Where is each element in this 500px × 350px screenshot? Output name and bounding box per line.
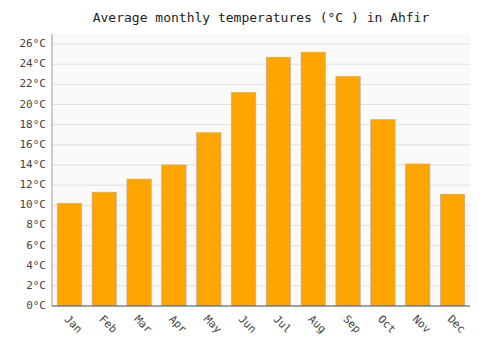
bar (162, 165, 186, 306)
x-tick-label: Oct (375, 313, 398, 336)
y-tick-label: 24°C (20, 57, 47, 70)
x-tick-label: Jun (236, 313, 259, 336)
bar (301, 52, 325, 306)
x-tick-label: Mar (131, 313, 155, 337)
grid (52, 44, 470, 306)
y-tick-label: 0°C (26, 299, 46, 312)
plot-area (52, 34, 470, 306)
grid-line (52, 306, 470, 307)
y-tick-label: 16°C (20, 138, 47, 151)
bar (231, 92, 255, 306)
x-axis-line (52, 306, 470, 307)
x-tick-label: Dec (445, 313, 468, 336)
bar (440, 194, 464, 306)
chart-svg: 0°C 2°C 4°C 6°C 8°C 10°C 12°C 14°C 16°C 18°C 20°C 2… (0, 0, 500, 350)
x-tick-label: Jan (62, 313, 85, 336)
x-axis: Jan Feb Mar Apr May Jun Jul Aug Sep Oct Nov Dec (62, 313, 468, 337)
x-tick-label: May (201, 313, 225, 337)
y-tick-label: 26°C (20, 37, 47, 50)
y-tick-label: 6°C (26, 239, 46, 252)
x-tick-label: Aug (305, 313, 328, 336)
chart-title: Average monthly temperatures (°C ) in Ah… (93, 10, 430, 25)
y-tick-label: 12°C (20, 178, 47, 191)
bar (57, 203, 81, 306)
bar (92, 192, 116, 306)
bar (406, 164, 430, 306)
bar (197, 133, 221, 306)
grid-line (52, 44, 470, 45)
x-tick-label: Sep (340, 313, 363, 336)
chart-container: 0°C 2°C 4°C 6°C 8°C 10°C 12°C 14°C 16°C 18°C 20°C 2… (0, 0, 500, 350)
grid-line (52, 144, 470, 145)
grid-line (52, 124, 470, 125)
y-tick-label: 2°C (26, 279, 46, 292)
bar (127, 179, 151, 306)
bar (336, 76, 360, 306)
bar (371, 120, 395, 306)
y-tick-label: 20°C (20, 98, 47, 111)
grid-line (52, 104, 470, 105)
x-tick-label: Apr (166, 313, 190, 337)
y-axis: 0°C 2°C 4°C 6°C 8°C 10°C 12°C 14°C 16°C 18°C 20°C 2… (20, 37, 47, 312)
y-tick-label: 22°C (20, 77, 47, 90)
y-tick-label: 10°C (20, 198, 47, 211)
bar (266, 57, 290, 306)
y-tick-label: 14°C (20, 158, 47, 171)
y-axis-line (52, 34, 53, 306)
y-tick-label: 4°C (26, 259, 46, 272)
y-tick-label: 18°C (20, 118, 47, 131)
x-tick-label: Nov (410, 313, 434, 337)
x-tick-label: Feb (96, 313, 119, 336)
x-tick-label: Jul (271, 313, 294, 336)
bars (57, 52, 465, 306)
y-tick-label: 8°C (26, 218, 46, 231)
grid-line (52, 84, 470, 85)
grid-line (52, 64, 470, 65)
